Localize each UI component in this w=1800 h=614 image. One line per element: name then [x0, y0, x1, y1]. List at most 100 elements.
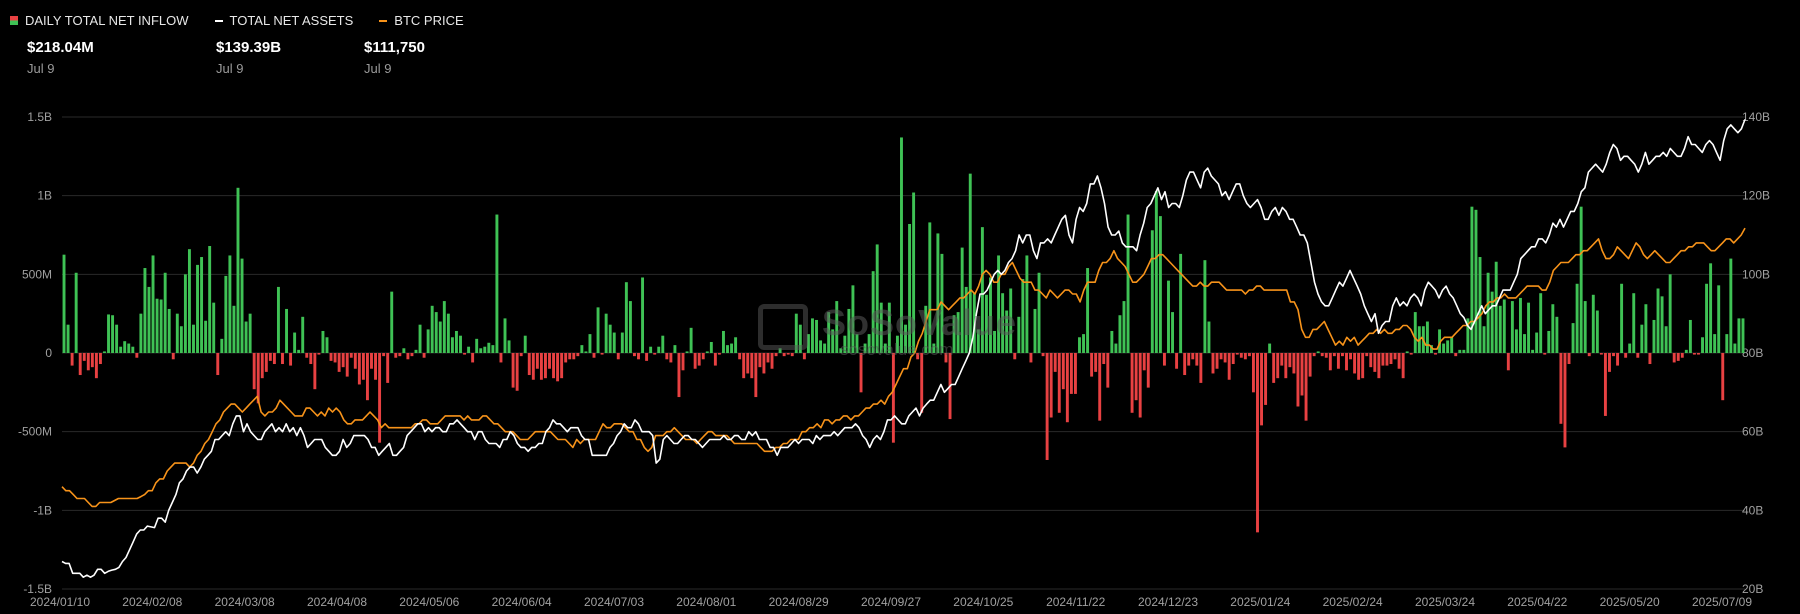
inflow-bar — [94, 353, 98, 379]
inflow-bar — [928, 222, 932, 353]
inflow-bar — [1053, 353, 1057, 372]
legend-item-btc[interactable]: BTC PRICE — [379, 13, 464, 28]
inflow-bar — [1187, 353, 1191, 366]
inflow-bar — [1049, 353, 1053, 418]
inflow-bar — [645, 353, 649, 361]
inflow-bar — [1102, 353, 1106, 365]
inflow-bar — [1191, 353, 1195, 360]
inflow-bar — [960, 247, 964, 353]
inflow-bar — [1203, 260, 1207, 353]
inflow-bar — [726, 345, 729, 353]
inflow-bar — [1567, 353, 1571, 365]
inflow-bar — [628, 301, 632, 353]
legend-btc-label: BTC PRICE — [394, 13, 464, 28]
inflow-bar — [1312, 353, 1316, 357]
inflow-bar — [285, 308, 288, 353]
legend-item-assets[interactable]: TOTAL NET ASSETS — [214, 13, 353, 28]
inflow-bar — [349, 353, 353, 358]
inflow-bar — [1523, 334, 1526, 353]
inflow-bar — [1466, 318, 1470, 353]
inflow-bar — [976, 329, 980, 353]
inflow-bar — [895, 335, 899, 353]
inflow-bar — [1357, 353, 1361, 380]
inflow-bar — [1502, 299, 1506, 353]
inflow-bar — [414, 349, 418, 353]
inflow-bar — [1486, 272, 1490, 353]
inflow-bar — [604, 313, 608, 353]
left-axis-tick-label: -1B — [33, 503, 52, 517]
inflow-bar — [1531, 349, 1535, 353]
inflow-bar — [980, 227, 984, 353]
inflow-bar — [1595, 310, 1599, 353]
inflow-bar — [390, 291, 394, 353]
inflow-bar — [430, 305, 434, 353]
inflow-bar — [515, 353, 519, 391]
inflow-bar — [932, 343, 936, 353]
inflow-bar — [900, 137, 903, 353]
inflow-bar — [62, 254, 66, 353]
inflow-bar — [402, 348, 406, 353]
inflow-bar — [264, 353, 268, 372]
inflow-bar — [1086, 268, 1090, 353]
legend-item-inflow[interactable]: DAILY TOTAL NET INFLOW — [10, 13, 189, 28]
inflow-bar — [479, 348, 483, 353]
inflow-bar — [1551, 304, 1555, 353]
inflow-bar — [535, 353, 539, 369]
inflow-bar — [1235, 353, 1239, 355]
inflow-bar — [887, 302, 891, 353]
left-axis-tick-label: 1.5B — [27, 110, 52, 124]
right-axis-tick-label: 120B — [1742, 189, 1770, 203]
inflow-bar — [1442, 343, 1446, 353]
inflow-bar — [406, 353, 410, 360]
inflow-bar — [1162, 353, 1166, 366]
inflow-bar — [353, 353, 357, 369]
inflow-bar — [1381, 353, 1385, 366]
inflow-bar — [871, 271, 875, 353]
inflow-bar — [1288, 353, 1292, 368]
inflow-bar — [1713, 334, 1717, 353]
inflow-bar — [329, 353, 333, 361]
stat-inflow-value: $218.04M — [27, 39, 94, 56]
inflow-bar — [228, 255, 232, 353]
inflow-bar — [1300, 353, 1304, 396]
inflow-bar — [1575, 283, 1579, 353]
inflow-bar — [495, 214, 499, 353]
inflow-bar — [1130, 353, 1134, 413]
inflow-bar — [1514, 329, 1518, 353]
stat-assets: $139.39B Jul 9 — [216, 39, 281, 76]
inflow-bar — [1599, 353, 1603, 355]
inflow-bar — [673, 345, 677, 353]
inflow-bar — [1559, 353, 1563, 424]
inflow-bar — [1652, 319, 1656, 353]
inflow-bar — [301, 316, 305, 353]
inflow-bar — [616, 353, 620, 360]
inflow-bar — [86, 353, 90, 371]
inflow-bar — [790, 353, 794, 357]
inflow-bar — [1332, 353, 1336, 357]
inflow-bar — [1001, 293, 1005, 353]
inflow-bar — [272, 353, 276, 365]
inflow-bar — [1353, 353, 1357, 374]
inflow-bar — [580, 345, 584, 353]
inflow-bar — [1397, 353, 1401, 369]
inflow-bar — [1227, 353, 1231, 380]
inflow-bar — [1231, 353, 1235, 365]
inflow-bar — [572, 353, 576, 360]
inflow-bar — [1336, 353, 1340, 369]
inflow-bar — [1709, 263, 1713, 353]
inflow-bar — [374, 353, 377, 380]
inflow-bar — [325, 337, 329, 353]
inflow-bar — [1033, 308, 1037, 353]
inflow-bar — [155, 298, 159, 353]
inflow-bar — [1733, 343, 1737, 353]
inflow-bar — [426, 329, 430, 353]
inflow-bar — [1680, 353, 1684, 358]
inflow-bar — [487, 342, 491, 353]
inflow-bar — [1134, 353, 1138, 401]
inflow-bar — [527, 353, 531, 376]
inflow-bar — [1061, 353, 1065, 390]
right-axis-tick-label: 100B — [1742, 267, 1770, 281]
stat-inflow-date: Jul 9 — [27, 61, 55, 76]
inflow-bar — [216, 353, 220, 376]
